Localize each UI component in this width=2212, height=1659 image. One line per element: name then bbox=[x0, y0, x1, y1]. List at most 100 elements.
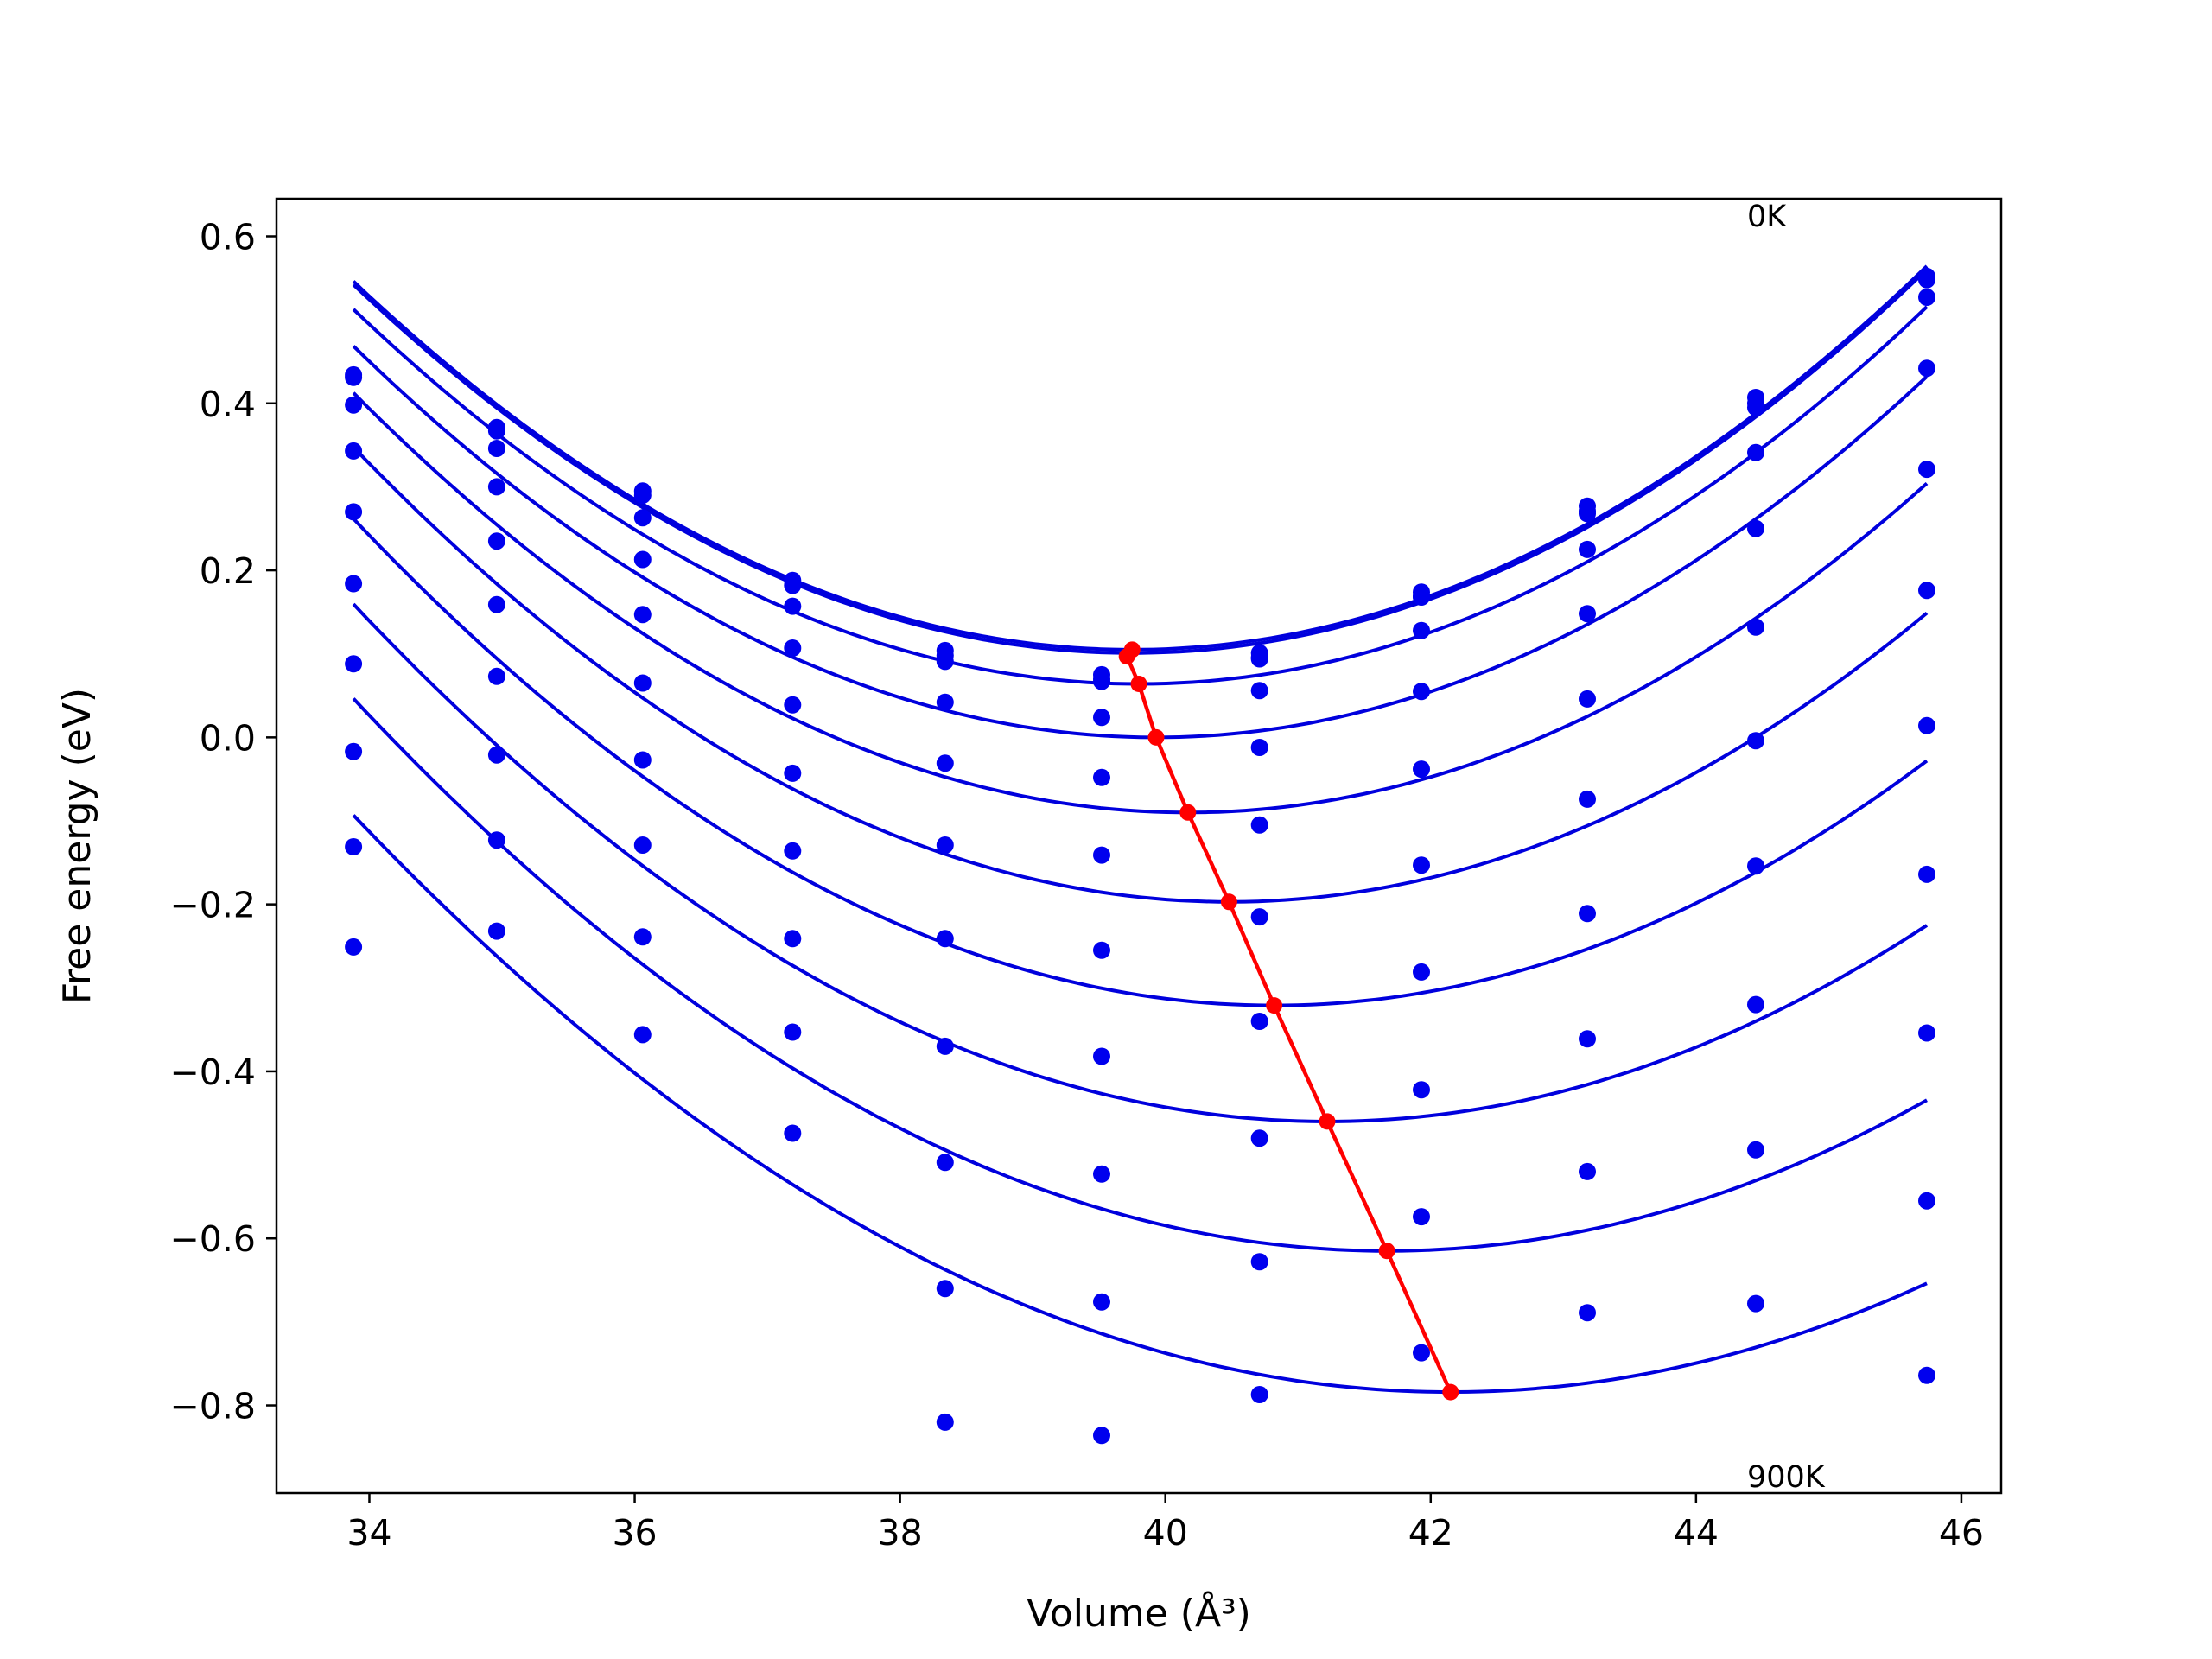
data-point-300K bbox=[784, 639, 802, 657]
fit-curve-300K bbox=[352, 345, 1929, 740]
data-point-900K bbox=[1579, 1162, 1596, 1180]
fit-curve-900K bbox=[352, 814, 1928, 1394]
data-point-900K bbox=[487, 922, 505, 940]
data-point-400K bbox=[1579, 605, 1596, 623]
data-point-200K bbox=[1747, 398, 1764, 416]
data-point-800K bbox=[1250, 1129, 1268, 1147]
data-point-600K bbox=[936, 930, 954, 948]
data-point-100K bbox=[633, 486, 652, 505]
data-point-800K bbox=[1747, 995, 1764, 1014]
minimum-point bbox=[1118, 648, 1135, 665]
data-point-700K bbox=[1579, 905, 1596, 923]
data-point-500K bbox=[1250, 816, 1268, 834]
data-point-600K bbox=[1093, 941, 1110, 959]
fit-curve-400K bbox=[352, 391, 1929, 815]
data-point-100K bbox=[487, 422, 505, 440]
data-point-500K bbox=[784, 764, 802, 782]
data-point-900K bbox=[936, 1280, 954, 1298]
data-point-800K bbox=[1918, 1024, 1936, 1042]
data-point-1000K bbox=[1413, 1344, 1430, 1362]
data-point-1000K bbox=[1579, 1304, 1596, 1322]
x-tick-label: 42 bbox=[1408, 1512, 1453, 1554]
fit-curve-800K bbox=[352, 697, 1928, 1253]
data-point-100K bbox=[784, 576, 802, 594]
data-point-400K bbox=[633, 606, 652, 624]
data-point-200K bbox=[345, 396, 363, 414]
fit-curve-600K bbox=[352, 518, 1929, 1007]
data-point-300K bbox=[1579, 540, 1596, 558]
x-tick-label: 40 bbox=[1143, 1512, 1188, 1554]
x-tick-label: 46 bbox=[1939, 1512, 1984, 1554]
data-point-900K bbox=[1918, 1192, 1936, 1210]
data-point-600K bbox=[345, 655, 363, 673]
data-point-900K bbox=[1413, 1208, 1430, 1226]
data-point-800K bbox=[633, 928, 652, 946]
data-point-800K bbox=[784, 1023, 802, 1041]
minimum-point bbox=[1319, 1113, 1336, 1130]
data-point-900K bbox=[784, 1124, 802, 1142]
minimum-point bbox=[1378, 1243, 1395, 1260]
data-point-400K bbox=[936, 754, 954, 772]
data-point-200K bbox=[1413, 588, 1430, 606]
fit-curve-500K bbox=[352, 446, 1929, 904]
data-point-600K bbox=[1747, 732, 1764, 750]
annotation-900k: 900K bbox=[1747, 1460, 1826, 1495]
data-point-500K bbox=[345, 575, 363, 593]
data-point-600K bbox=[1918, 716, 1936, 734]
data-point-500K bbox=[936, 836, 954, 854]
minimum-point bbox=[1266, 997, 1283, 1014]
data-point-900K bbox=[1093, 1293, 1110, 1311]
data-point-300K bbox=[936, 693, 954, 711]
data-point-600K bbox=[1413, 856, 1430, 874]
data-point-200K bbox=[1579, 505, 1596, 523]
data-point-700K bbox=[487, 746, 505, 764]
data-point-300K bbox=[1250, 682, 1268, 700]
data-point-900K bbox=[1250, 1253, 1268, 1271]
data-point-800K bbox=[1093, 1165, 1110, 1183]
data-point-200K bbox=[1093, 672, 1110, 690]
data-point-300K bbox=[345, 442, 363, 460]
data-point-500K bbox=[487, 595, 505, 613]
minimum-point bbox=[1442, 1383, 1459, 1401]
data-point-300K bbox=[1747, 443, 1764, 461]
data-points bbox=[345, 267, 1936, 1445]
data-point-900K bbox=[1747, 1141, 1764, 1159]
data-point-400K bbox=[1413, 683, 1430, 701]
data-point-200K bbox=[487, 440, 505, 457]
data-point-300K bbox=[1413, 621, 1430, 639]
data-point-500K bbox=[1413, 760, 1430, 779]
data-point-200K bbox=[1918, 289, 1936, 306]
data-point-300K bbox=[1093, 709, 1110, 727]
minima-line bbox=[1124, 648, 1452, 1394]
data-point-100K bbox=[1918, 270, 1936, 289]
data-point-500K bbox=[1579, 690, 1596, 708]
data-point-1000K bbox=[1250, 1386, 1268, 1403]
data-point-800K bbox=[487, 831, 505, 849]
data-point-200K bbox=[1250, 650, 1268, 668]
x-tick-label: 36 bbox=[612, 1512, 657, 1554]
data-point-200K bbox=[633, 509, 652, 527]
fit-curve-700K bbox=[352, 602, 1929, 1123]
y-tick-label: −0.8 bbox=[169, 1386, 256, 1427]
data-point-800K bbox=[345, 838, 363, 855]
data-point-300K bbox=[487, 478, 505, 496]
y-tick-label: 0.2 bbox=[200, 550, 256, 592]
y-tick-label: 0.0 bbox=[200, 717, 256, 759]
data-point-400K bbox=[1093, 768, 1110, 786]
minimum-point bbox=[1220, 893, 1237, 911]
data-point-400K bbox=[1250, 739, 1268, 756]
data-point-500K bbox=[1918, 582, 1936, 600]
data-point-400K bbox=[487, 532, 505, 550]
data-point-700K bbox=[633, 836, 652, 854]
data-point-400K bbox=[784, 696, 802, 714]
data-point-1000K bbox=[936, 1413, 954, 1431]
data-point-900K bbox=[633, 1026, 652, 1044]
data-point-700K bbox=[345, 742, 363, 760]
data-point-600K bbox=[1579, 790, 1596, 808]
x-tick-label: 38 bbox=[878, 1512, 923, 1554]
minimum-point bbox=[1147, 728, 1165, 746]
data-point-1000K bbox=[1747, 1294, 1764, 1313]
data-point-700K bbox=[1918, 865, 1936, 883]
data-point-600K bbox=[784, 842, 802, 860]
